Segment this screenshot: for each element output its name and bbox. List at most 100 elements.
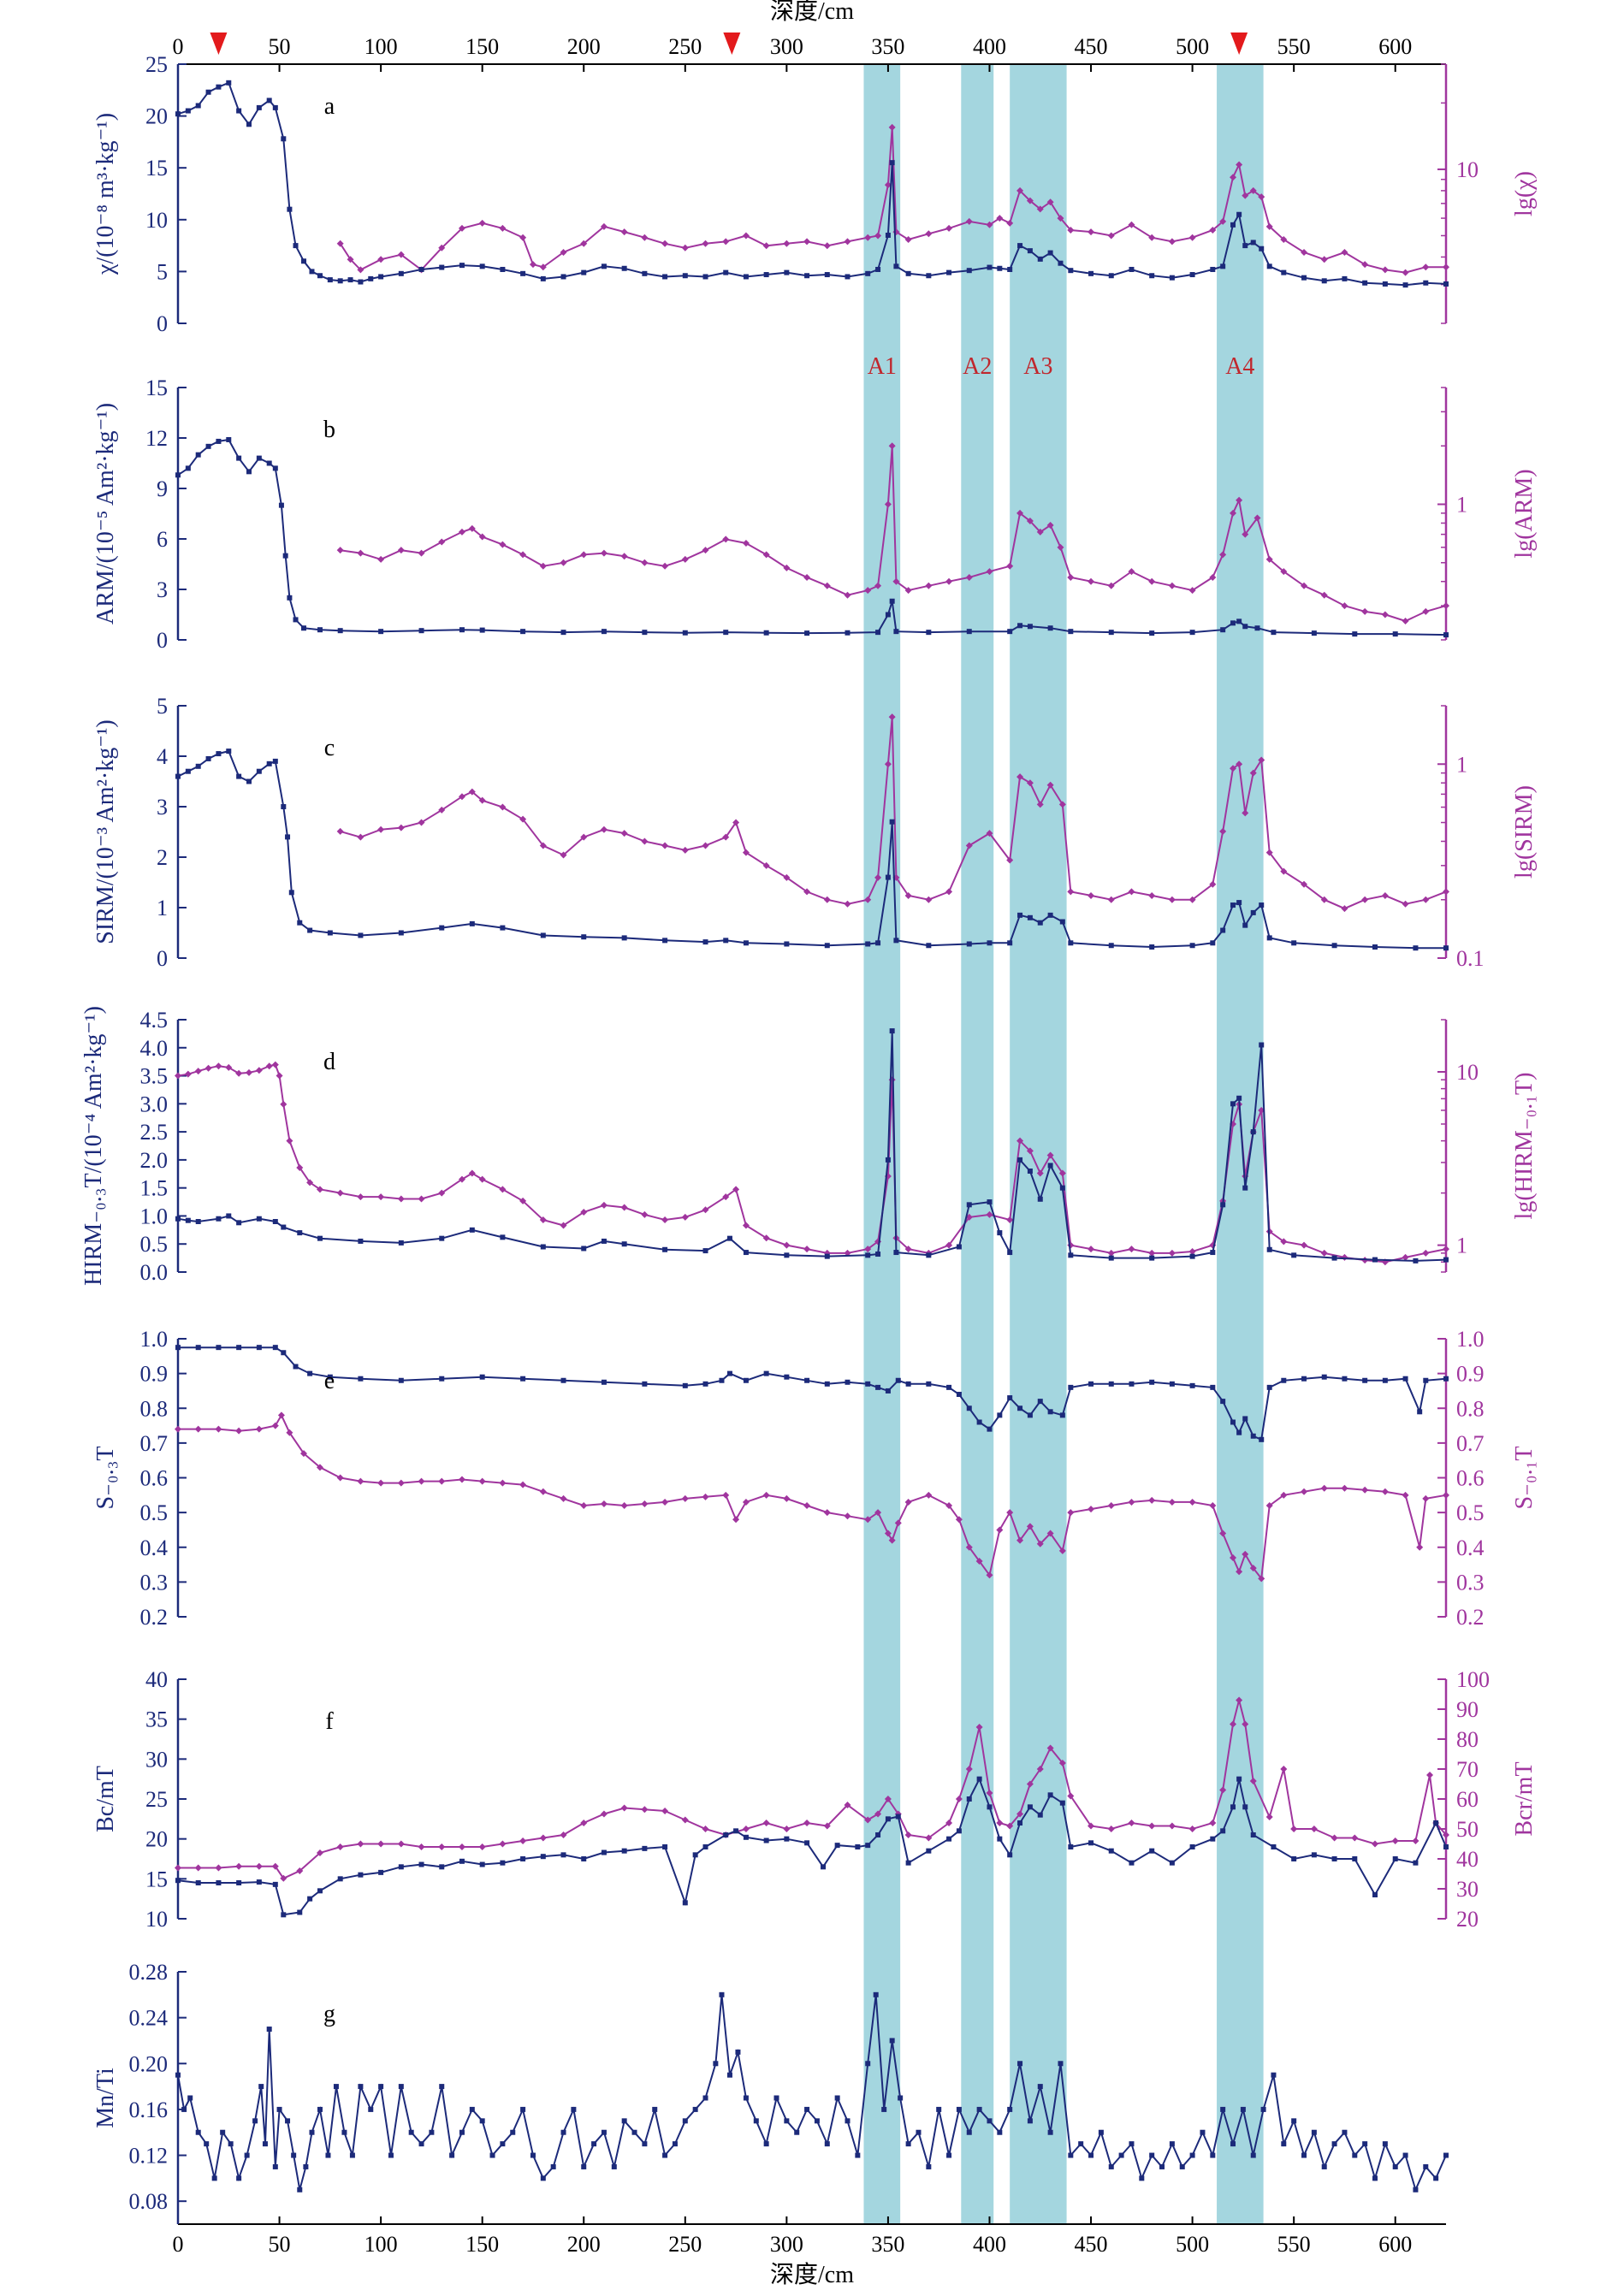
right-series-point: [762, 1820, 770, 1826]
left-series-point: [956, 2106, 962, 2112]
left-series-point: [702, 274, 708, 280]
left-y-tick-label: 1.0: [140, 1204, 169, 1228]
left-series-point: [1149, 273, 1155, 279]
left-series-point: [325, 2152, 331, 2158]
left-series-point: [228, 2141, 234, 2147]
right-series-point: [519, 234, 527, 241]
right-series-point: [316, 1849, 323, 1856]
left-series-point: [439, 925, 445, 931]
right-series-point: [377, 1479, 385, 1487]
panel-label-g: g: [323, 2001, 335, 2027]
right-series-point: [1280, 568, 1288, 576]
top-x-tick-label: 300: [770, 34, 803, 59]
right-series-line-b: [340, 446, 1447, 623]
left-series-point: [337, 278, 343, 284]
right-series-point: [265, 1062, 273, 1070]
left-series-point: [287, 206, 293, 212]
left-series-point: [1281, 1377, 1287, 1383]
right-series-point: [864, 1246, 872, 1253]
right-series-point: [641, 1500, 649, 1507]
left-series-point: [398, 1377, 404, 1383]
right-series-point: [1219, 217, 1227, 225]
panel-g: [176, 1971, 187, 2224]
right-series-point: [762, 551, 770, 559]
left-y-tick-label: 9: [157, 476, 168, 501]
right-series-point: [864, 1816, 872, 1824]
left-series-point: [489, 2152, 495, 2158]
left-series-point: [889, 1028, 895, 1034]
left-series-point: [1423, 2163, 1429, 2169]
left-series-point: [1129, 2141, 1135, 2147]
right-series-point: [1107, 1826, 1115, 1832]
left-series-point: [479, 1374, 485, 1380]
left-series-point: [1220, 1202, 1226, 1208]
right-series-point: [844, 1512, 851, 1520]
left-series-point: [560, 1852, 566, 1858]
left-series-point: [1250, 909, 1256, 915]
left-series-point: [1321, 2163, 1327, 2169]
right-series-point: [519, 1197, 527, 1204]
left-series-point: [905, 270, 911, 276]
left-series-point: [1236, 1095, 1242, 1101]
right-series-point: [1361, 1486, 1369, 1494]
right-series-point: [1058, 1169, 1066, 1177]
right-series-point: [1219, 827, 1227, 835]
left-series-point: [520, 1376, 526, 1382]
left-series-point: [236, 773, 242, 779]
right-series-point: [681, 1816, 689, 1824]
right-series-point: [1230, 1553, 1237, 1561]
left-series-point: [1266, 935, 1272, 941]
right-series-point: [1242, 1550, 1249, 1558]
left-series-point: [895, 1377, 901, 1383]
right-series-point: [641, 837, 649, 845]
right-series-point: [1280, 1491, 1288, 1499]
right-series-point: [1412, 1837, 1419, 1844]
left-series-point: [1266, 1246, 1272, 1252]
right-series-point: [1230, 765, 1237, 772]
left-series-point: [1017, 623, 1023, 629]
left-series-point: [307, 1370, 313, 1376]
right-series-point: [1426, 1772, 1434, 1778]
left-series-point: [1108, 273, 1114, 279]
right-series-point: [175, 1072, 181, 1080]
left-y-tick-label: 0.3: [140, 1570, 169, 1595]
top-x-tick-label: 200: [567, 34, 601, 59]
left-series-point: [1189, 1844, 1195, 1849]
right-series-point: [1088, 1246, 1095, 1253]
right-series-point: [1107, 582, 1115, 589]
left-series-point: [398, 2084, 404, 2090]
left-series-point: [601, 629, 607, 635]
left-series-point: [1027, 624, 1033, 630]
left-series-point: [216, 1345, 222, 1351]
right-series-point: [894, 1519, 902, 1527]
left-series-point: [1259, 1436, 1265, 1442]
right-series-point: [1046, 1744, 1054, 1752]
left-y-tick-label: 4: [157, 744, 168, 769]
right-series-point: [1107, 1249, 1115, 1257]
right-series-point: [1254, 514, 1261, 522]
left-series-point: [702, 2095, 708, 2101]
right-series-point: [1058, 801, 1066, 808]
left-series-point: [905, 1381, 911, 1387]
left-y-tick-label: 5: [157, 694, 168, 719]
right-series-point: [702, 1206, 709, 1214]
left-series-point: [966, 2129, 972, 2135]
left-series-point: [1254, 625, 1260, 631]
right-series-point: [975, 1558, 983, 1565]
right-series-point: [1402, 900, 1409, 908]
left-series-point: [216, 751, 222, 757]
right-series-point: [539, 842, 547, 849]
left-series-point: [1266, 263, 1272, 269]
left-series-point: [1108, 2163, 1114, 2169]
left-series-point: [216, 438, 222, 444]
left-series-point: [388, 2152, 394, 2158]
left-series-point: [1108, 1255, 1114, 1261]
left-series-point: [723, 630, 729, 636]
right-series-point: [884, 760, 892, 768]
right-series-point: [296, 1164, 304, 1172]
right-series-point: [975, 1724, 983, 1731]
left-series-point: [1027, 1169, 1033, 1174]
right-series-point: [580, 1820, 588, 1826]
left-series-point: [272, 1345, 278, 1351]
